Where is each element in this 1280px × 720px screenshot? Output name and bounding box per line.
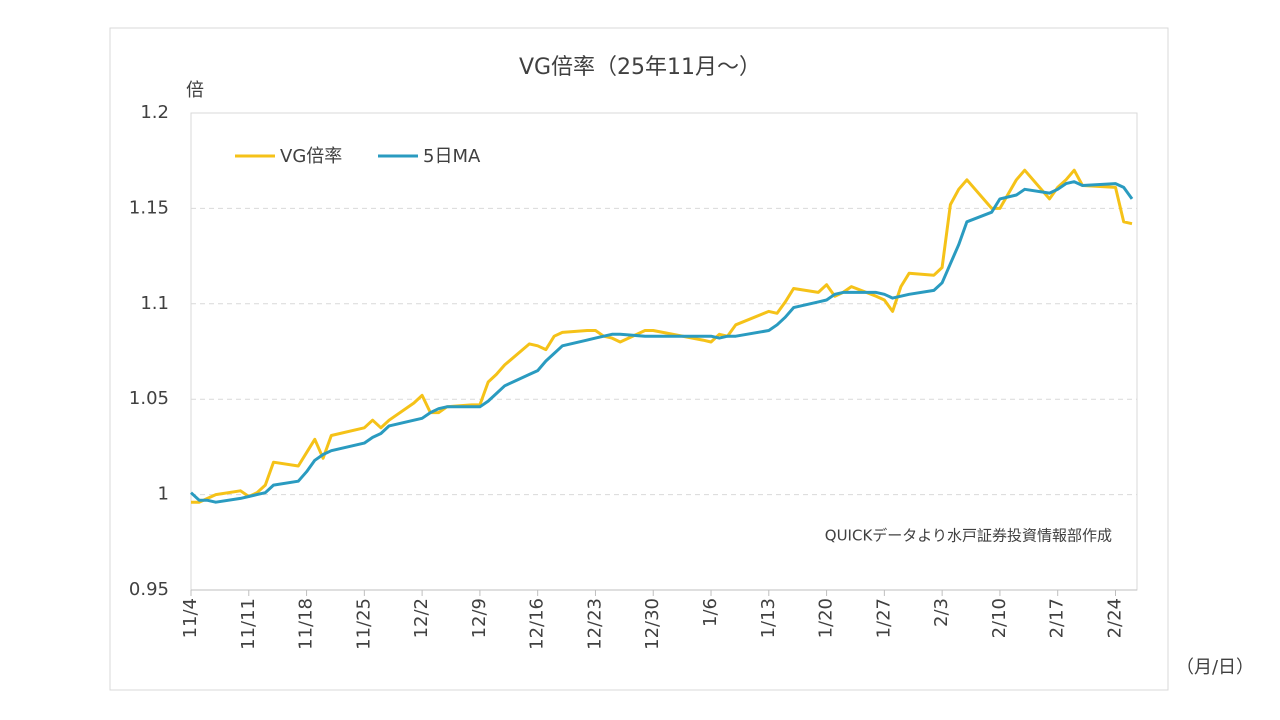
x-tick-label: 12/16 [527, 598, 548, 650]
x-tick-label: 2/3 [931, 598, 952, 627]
x-tick-label: 12/2 [411, 598, 432, 638]
x-tick-label: 12/9 [469, 598, 490, 638]
annotation: QUICKデータより水戸証券投資情報部作成 [825, 527, 1112, 545]
x-tick-label: 2/24 [1104, 598, 1125, 638]
y-tick-label: 1.1 [140, 293, 169, 314]
x-tick-label: 2/10 [989, 598, 1010, 638]
chart-title: VG倍率（25年11月〜） [519, 55, 761, 80]
x-tick-label: 1/27 [873, 598, 894, 638]
x-tick-label: 2/17 [1047, 598, 1068, 638]
x-tick-label: 12/23 [584, 598, 605, 650]
y-tick-label: 0.95 [129, 579, 169, 600]
y-tick-label: 1.2 [140, 102, 169, 123]
x-tick-label: 1/13 [758, 598, 779, 638]
legend-label: VG倍率 [280, 146, 342, 167]
chart-frame [109, 27, 1169, 691]
x-tick-label: 11/18 [296, 598, 317, 650]
y-axis-label: 倍 [186, 80, 204, 101]
x-tick-label: 11/11 [238, 598, 259, 650]
y-tick-label: 1.15 [129, 197, 169, 218]
y-tick-label: 1.05 [129, 388, 169, 409]
legend-label: 5日MA [423, 146, 481, 167]
x-tick-label: 11/4 [180, 598, 201, 638]
x-axis-label: （月/日） [1176, 657, 1254, 678]
y-tick-label: 1 [158, 484, 169, 505]
x-tick-label: 1/20 [816, 598, 837, 638]
x-tick-label: 1/6 [700, 598, 721, 627]
series-line [189, 180, 1134, 504]
x-tick-label: 11/25 [353, 598, 374, 650]
x-tick-label: 12/30 [642, 598, 663, 650]
